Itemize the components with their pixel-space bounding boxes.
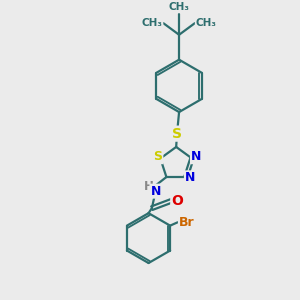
Text: N: N bbox=[191, 150, 201, 163]
Text: S: S bbox=[153, 150, 162, 163]
Text: N: N bbox=[150, 184, 161, 198]
Text: Br: Br bbox=[179, 216, 195, 229]
Text: O: O bbox=[171, 194, 183, 208]
Text: CH₃: CH₃ bbox=[196, 18, 217, 28]
Text: CH₃: CH₃ bbox=[142, 18, 163, 28]
Text: CH₃: CH₃ bbox=[169, 2, 190, 12]
Text: S: S bbox=[172, 127, 182, 141]
Text: N: N bbox=[185, 171, 195, 184]
Text: H: H bbox=[144, 181, 154, 194]
